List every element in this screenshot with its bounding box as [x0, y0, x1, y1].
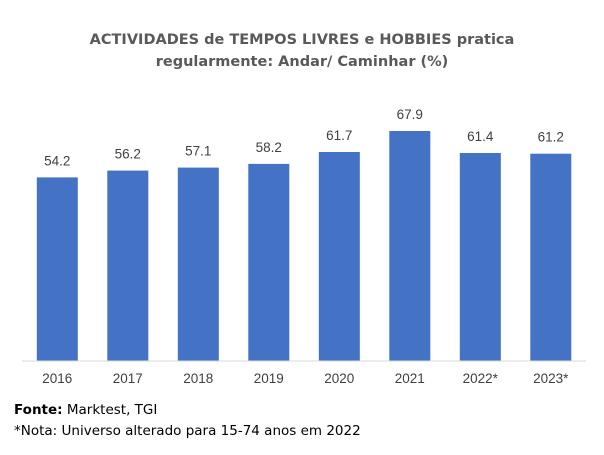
- bar-2023*: [530, 153, 572, 361]
- x-tick-label-2020: 2020: [324, 371, 354, 386]
- bar-2017: [107, 170, 149, 361]
- bar-2020: [318, 152, 360, 361]
- chart-title-line-1: ACTIVIDADES de TEMPOS LIVRES e HOBBIES p…: [90, 32, 515, 48]
- data-label-2019: 58.2: [256, 140, 282, 155]
- data-label-2023*: 61.2: [538, 130, 564, 145]
- x-tick-label-2017: 2017: [113, 371, 143, 386]
- x-tick-label-2021: 2021: [395, 371, 425, 386]
- source-value: Marktest, TGI: [62, 402, 158, 418]
- x-tick-label-2019: 2019: [254, 371, 284, 386]
- data-label-2018: 57.1: [185, 144, 211, 159]
- data-label-2021: 67.9: [397, 107, 423, 122]
- data-label-2017: 56.2: [115, 147, 141, 162]
- bars-group: 54.2 2016 56.2 2017 57.1 2018 58.2 2019 61.7 2020…: [36, 107, 572, 386]
- bar-2022*: [459, 153, 501, 361]
- x-tick-label-2022*: 2022*: [463, 371, 499, 386]
- x-tick-label-2016: 2016: [42, 371, 72, 386]
- chart-title-line-2: regularmente: Andar/ Caminhar (%): [156, 54, 449, 70]
- chart-footer: Fonte: Marktest, TGI *Nota: Universo alt…: [14, 400, 361, 442]
- bar-2018: [177, 167, 219, 361]
- bar-chart: ACTIVIDADES de TEMPOS LIVRES e HOBBIES p…: [22, 32, 586, 386]
- x-tick-label-2023*: 2023*: [533, 371, 569, 386]
- x-tick-label-2018: 2018: [183, 371, 213, 386]
- bar-2019: [248, 163, 290, 361]
- data-label-2016: 54.2: [44, 153, 70, 168]
- bar-2016: [36, 177, 78, 361]
- note-line: *Nota: Universo alterado para 15-74 anos…: [14, 423, 361, 439]
- source-line: Fonte: Marktest, TGI: [14, 400, 361, 421]
- bar-2021: [389, 131, 431, 361]
- data-label-2022*: 61.4: [467, 129, 494, 144]
- data-label-2020: 61.7: [326, 128, 352, 143]
- source-label: Fonte:: [14, 402, 63, 418]
